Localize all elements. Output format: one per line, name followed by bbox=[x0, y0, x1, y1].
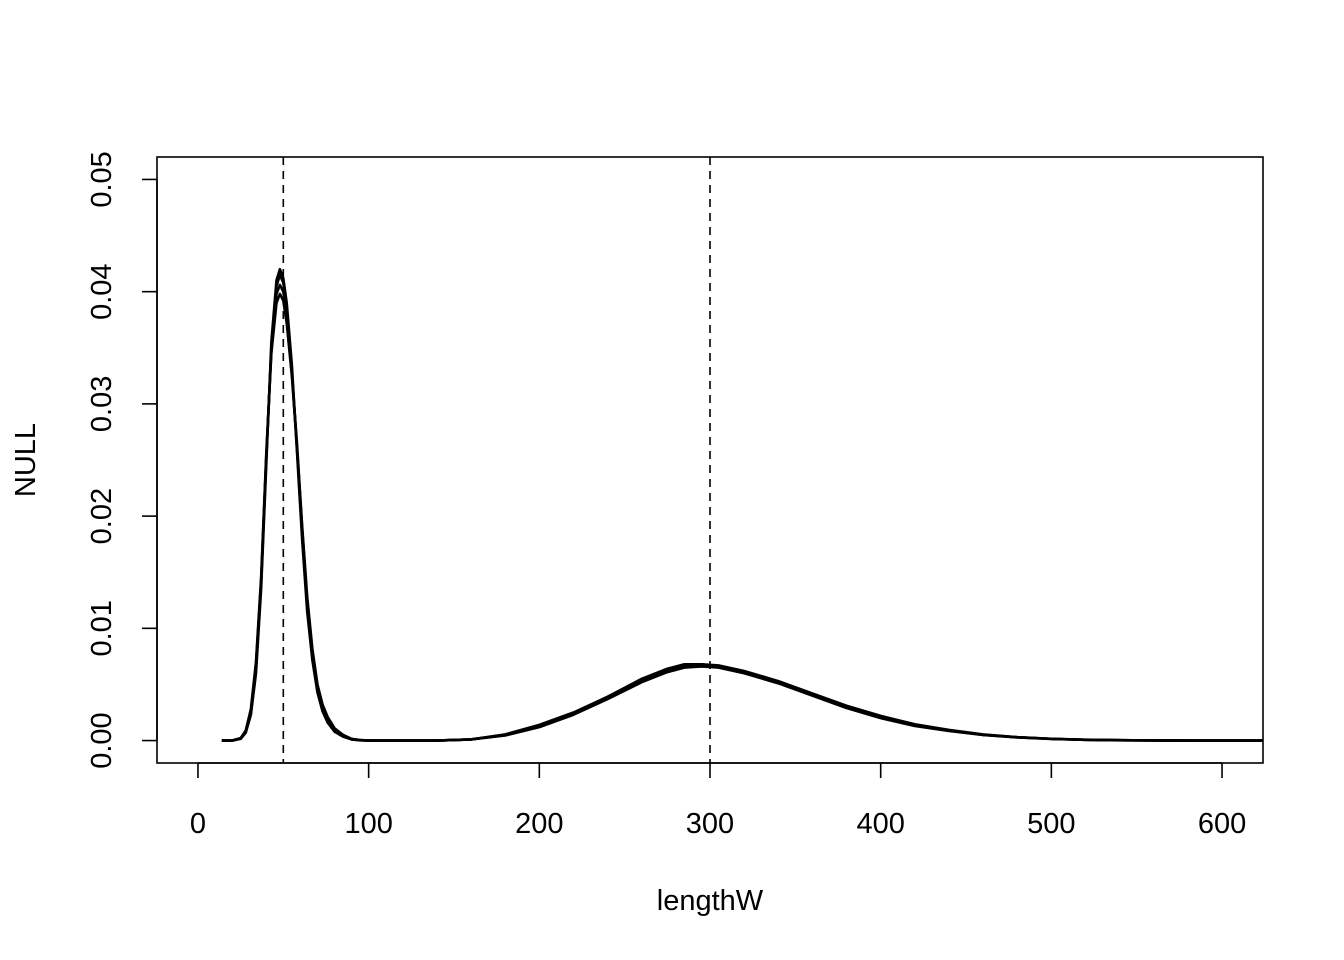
reference-lines bbox=[282, 157, 711, 763]
x-tick-label: 200 bbox=[515, 808, 563, 840]
x-tick-label: 600 bbox=[1198, 808, 1246, 840]
x-axis-label: lengthW bbox=[657, 885, 764, 917]
y-tick-label: 0.00 bbox=[86, 712, 118, 768]
y-tick-label: 0.02 bbox=[86, 488, 118, 544]
x-tick-label: 500 bbox=[1027, 808, 1075, 840]
x-tick-label: 300 bbox=[686, 808, 734, 840]
x-tick-label: 0 bbox=[190, 808, 206, 840]
y-tick-label: 0.03 bbox=[86, 376, 118, 432]
y-tick-label: 0.05 bbox=[86, 151, 118, 207]
y-axis-label: NULL bbox=[10, 423, 42, 497]
x-axis: 0 100 200 300 400 500 600 bbox=[190, 762, 1246, 840]
y-tick-label: 0.04 bbox=[86, 263, 118, 319]
y-tick-label: 0.01 bbox=[86, 600, 118, 656]
x-tick-label: 100 bbox=[344, 808, 392, 840]
x-tick-label: 400 bbox=[856, 808, 904, 840]
series-layer bbox=[221, 267, 1263, 742]
y-axis: 0.00 0.01 0.02 0.03 0.04 0.05 bbox=[86, 151, 158, 769]
density-line-4 bbox=[221, 283, 1263, 742]
